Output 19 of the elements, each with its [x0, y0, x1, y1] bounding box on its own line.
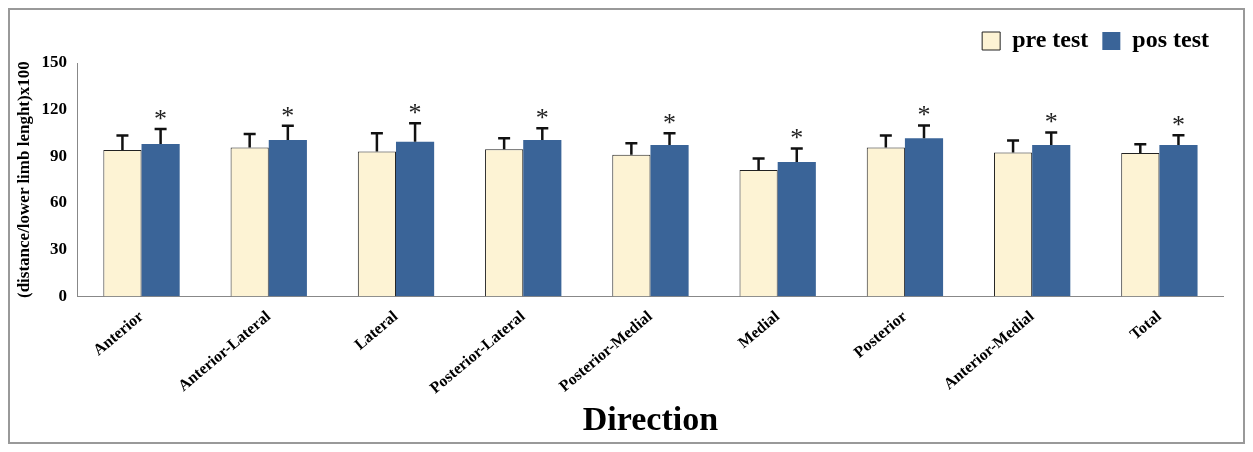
y-tick-label: 60	[49, 192, 67, 212]
annotation: *	[408, 98, 422, 128]
y-tick-label: 150	[41, 52, 67, 72]
legend-label: pos test	[1132, 26, 1210, 53]
annotation: *	[917, 100, 931, 130]
y-tick-label: 0	[58, 285, 67, 305]
annotation: *	[663, 107, 677, 137]
y-tick-label: 30	[49, 239, 67, 259]
legend-label: pre test	[1012, 26, 1089, 53]
annotation: *	[154, 103, 168, 133]
annotation: *	[1171, 110, 1185, 140]
y-axis-title: (distance/lower limb lenght)x100	[13, 61, 33, 299]
annotation: *	[1044, 107, 1058, 137]
y-tick-label: 90	[49, 145, 67, 165]
annotation: *	[535, 103, 549, 133]
annotation: *	[281, 100, 295, 130]
annotation: *	[790, 123, 804, 153]
x-axis-title: Direction	[582, 400, 719, 438]
y-tick-label: 120	[41, 99, 67, 119]
